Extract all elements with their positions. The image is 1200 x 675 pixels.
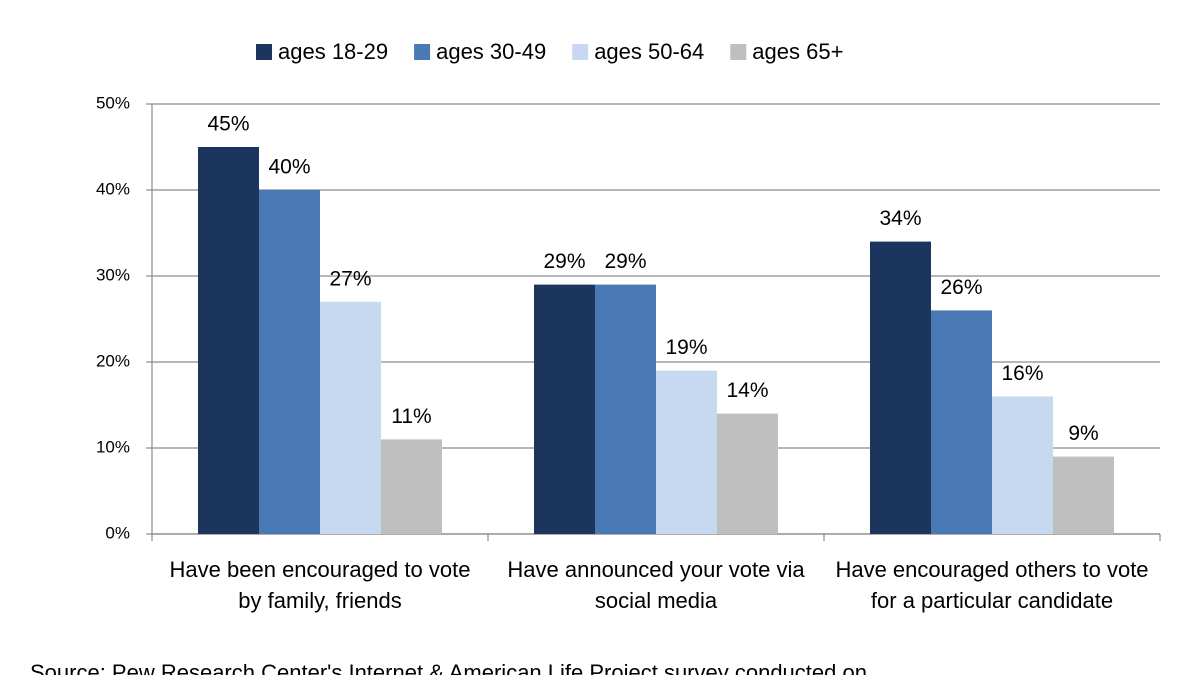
bar xyxy=(259,190,320,534)
value-label: 26% xyxy=(940,276,982,299)
value-label: 29% xyxy=(543,250,585,273)
bar xyxy=(656,370,717,534)
bar xyxy=(534,284,595,534)
y-tick-label: 0% xyxy=(105,523,130,542)
legend-swatch xyxy=(730,44,747,60)
value-label: 45% xyxy=(207,113,249,136)
y-tick-label: 30% xyxy=(96,265,130,284)
bar xyxy=(320,301,381,534)
value-label: 19% xyxy=(665,336,707,359)
value-label: 27% xyxy=(329,267,371,290)
bar xyxy=(717,413,778,534)
bar xyxy=(198,147,259,534)
legend-label: ages 50-64 xyxy=(594,39,704,64)
value-label: 29% xyxy=(604,250,646,273)
value-label: 9% xyxy=(1068,422,1098,445)
legend-label: ages 18-29 xyxy=(278,39,388,64)
value-label: 14% xyxy=(726,379,768,402)
bar xyxy=(870,241,931,534)
legend-swatch xyxy=(572,44,589,60)
y-tick-label: 40% xyxy=(96,179,130,198)
x-tick-label: Have encouraged others to vote for a par… xyxy=(835,557,1149,613)
bar xyxy=(931,310,992,534)
legend-swatch xyxy=(256,44,272,60)
source-note: Source: Pew Research Center's Internet &… xyxy=(30,660,867,675)
value-label: 11% xyxy=(391,405,431,428)
legend-label: ages 30-49 xyxy=(436,39,546,64)
value-label: 40% xyxy=(268,156,310,179)
y-tick-label: 20% xyxy=(96,351,130,370)
x-tick-label: Have been encouraged to vote by family, … xyxy=(169,557,471,613)
x-tick-label: Have announced your vote via social medi… xyxy=(507,557,805,613)
value-label: 16% xyxy=(1001,362,1043,385)
bar xyxy=(381,439,442,534)
bar xyxy=(595,284,656,534)
legend-label: ages 65+ xyxy=(752,39,843,64)
y-tick-label: 10% xyxy=(96,437,130,456)
y-tick-label: 50% xyxy=(96,93,130,112)
bar xyxy=(1053,456,1114,534)
value-label: 34% xyxy=(879,207,921,230)
bar xyxy=(992,396,1053,534)
legend-swatch xyxy=(414,44,431,60)
